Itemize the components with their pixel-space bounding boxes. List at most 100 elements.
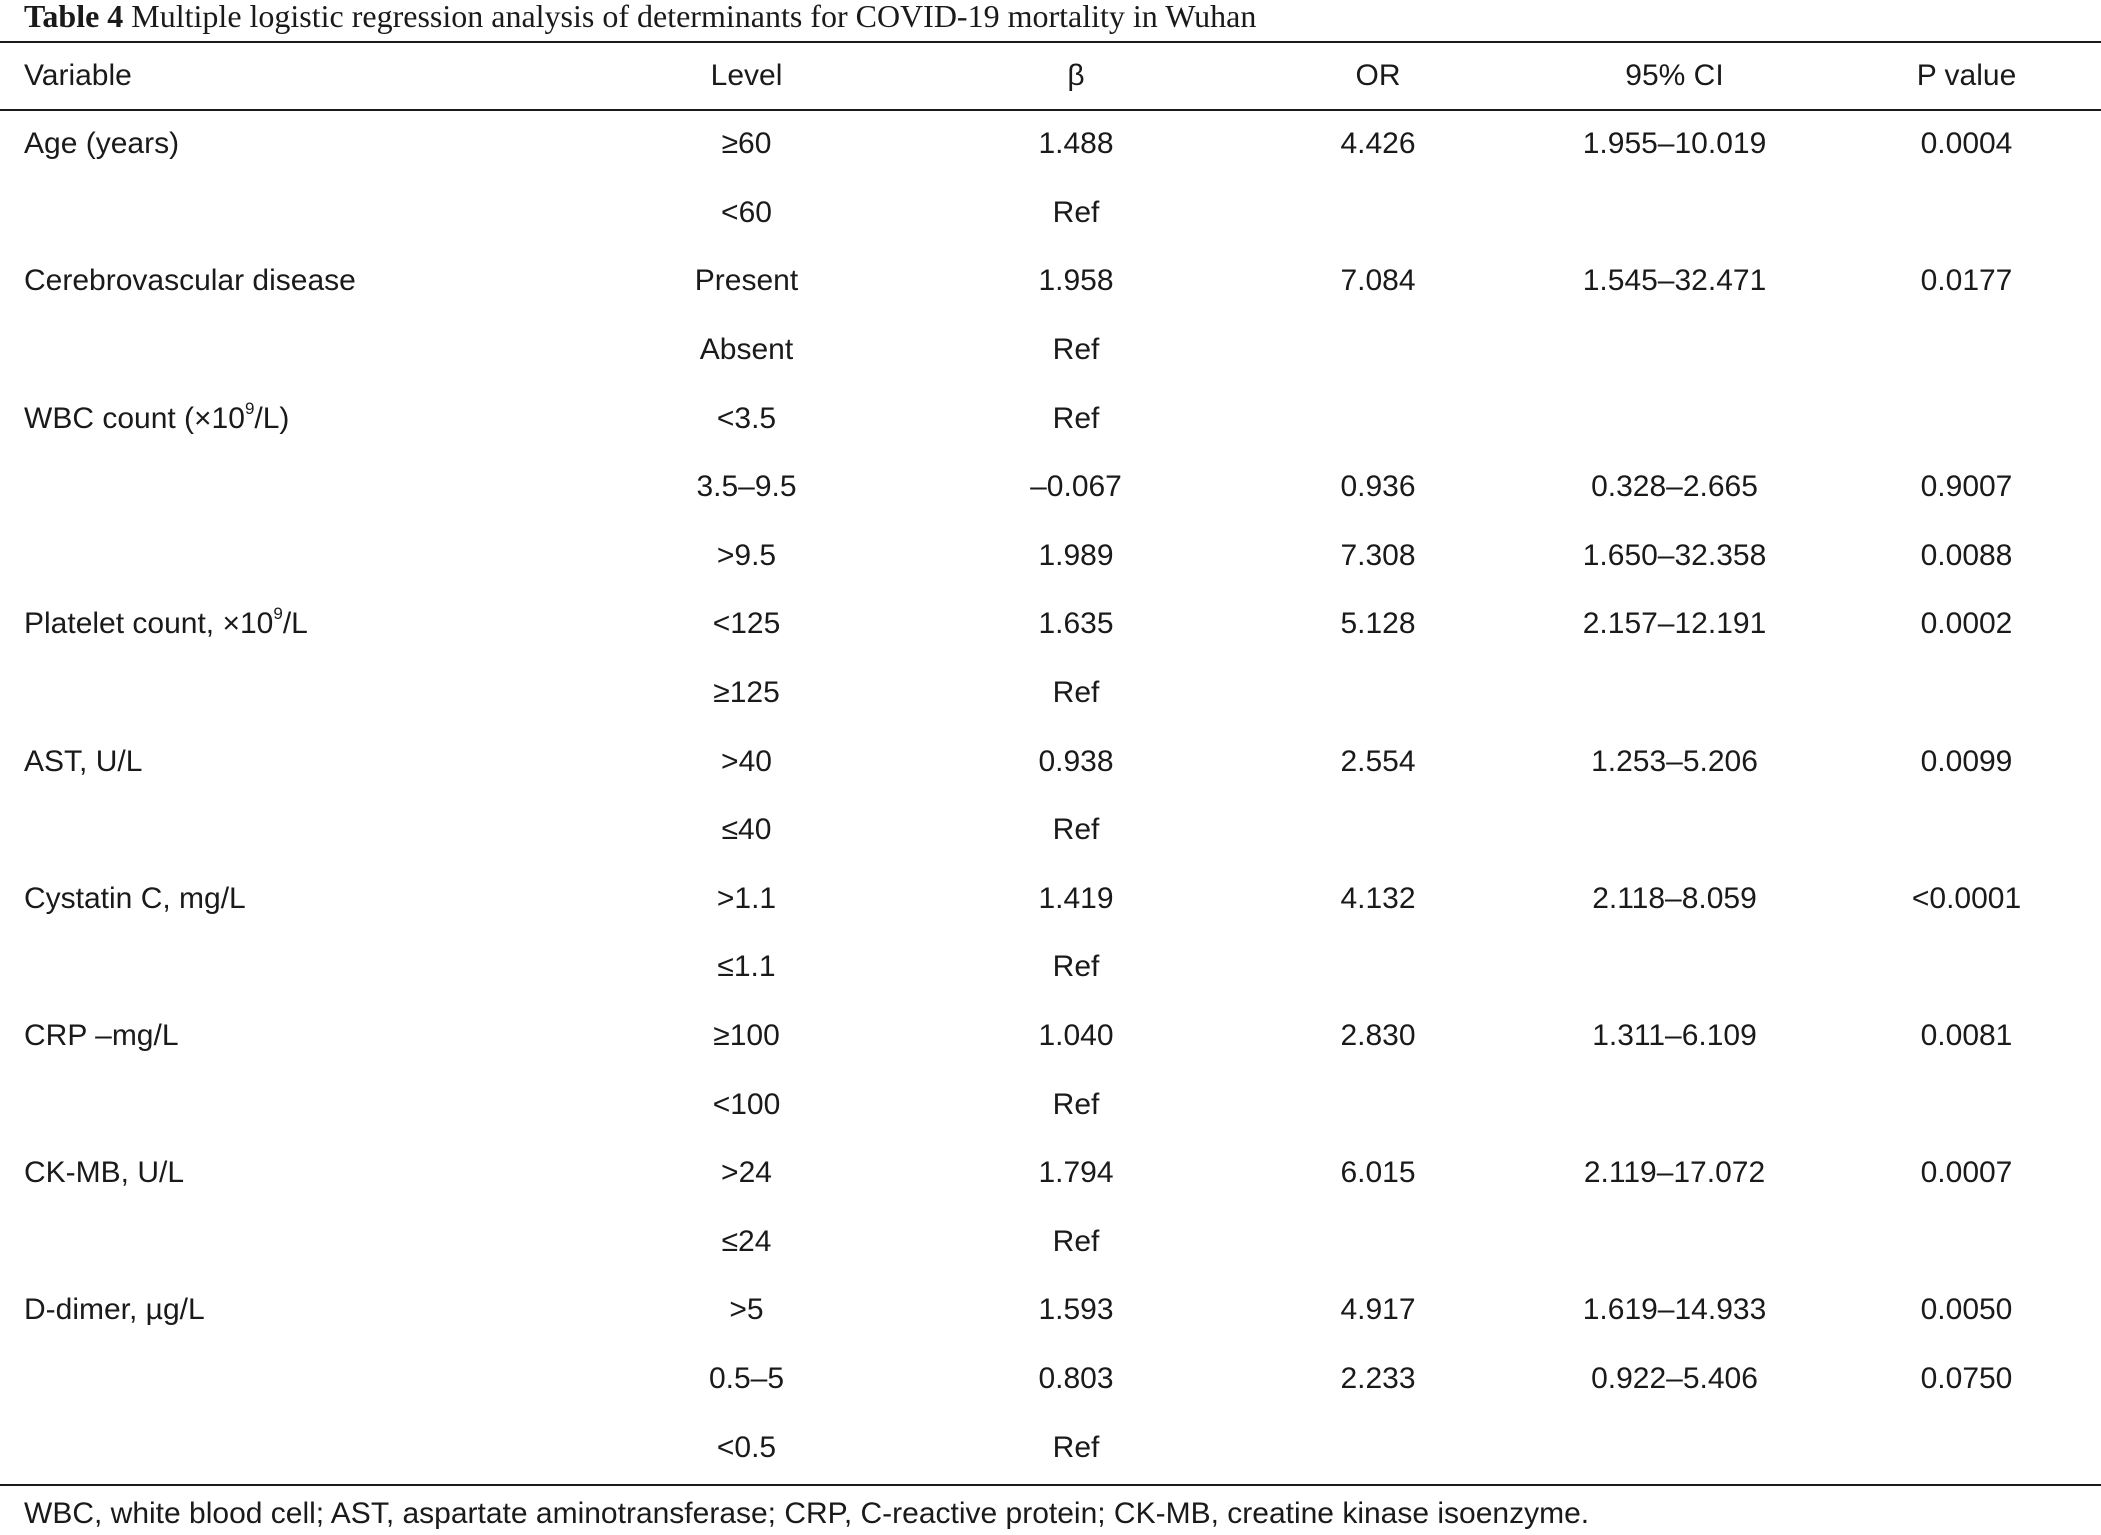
table-label: Table 4	[24, 0, 124, 34]
cell-variable	[0, 659, 580, 728]
cell-or	[1239, 796, 1517, 865]
cell-level: >5	[729, 1293, 764, 1327]
table-row: <0.5 Ref	[0, 1413, 2101, 1482]
cell-p-value: 0.0177	[1920, 264, 2013, 298]
table-row: ≤1.1 Ref	[0, 933, 2101, 1002]
table-row: CK-MB, U/L >24 1.794 6.015 2.119–17.072 0.000…	[0, 1139, 2101, 1208]
table-row: CRP –mg/L ≥100 1.040 2.830 1.311–6.109 0.0081	[0, 1002, 2101, 1071]
cell-beta: 1.593	[1038, 1293, 1114, 1327]
cell-level: >40	[721, 744, 772, 778]
cell-ci	[1517, 1413, 1832, 1482]
cell-p-value: 0.9007	[1920, 470, 2013, 504]
cell-or: 4.132	[1340, 881, 1416, 915]
cell-p-value: 0.0750	[1920, 1361, 2013, 1395]
cell-or	[1239, 179, 1517, 248]
table-row: 3.5–9.5 –0.067 0.936 0.328–2.665 0.9007	[0, 453, 2101, 522]
cell-level: <3.5	[716, 401, 777, 435]
bottom-rule	[0, 1484, 2101, 1486]
cell-p-value	[1832, 796, 2101, 865]
cell-beta: 1.635	[1038, 607, 1114, 641]
cell-or: 4.426	[1340, 127, 1416, 161]
cell-ci: 2.157–12.191	[1582, 607, 1767, 641]
table-row: Cystatin C, mg/L >1.1 1.419 4.132 2.118–8.05…	[0, 865, 2101, 934]
cell-level: <100	[712, 1087, 781, 1121]
cell-variable: CK-MB, U/L	[0, 1139, 580, 1208]
cell-p-value: 0.0004	[1920, 127, 2013, 161]
cell-variable	[0, 1070, 580, 1139]
table-row: D-dimer, µg/L >5 1.593 4.917 1.619–14.933 0.0…	[0, 1276, 2101, 1345]
cell-ci: 0.328–2.665	[1591, 470, 1758, 504]
cell-variable	[0, 453, 580, 522]
cell-or: 7.308	[1340, 538, 1416, 572]
variable-suffix: /L	[282, 607, 308, 641]
variable-superscript: 9	[273, 604, 283, 624]
cell-variable: Cystatin C, mg/L	[0, 865, 580, 934]
cell-or: 4.917	[1340, 1293, 1416, 1327]
table-row: Absent Ref	[0, 316, 2101, 385]
cell-level: <0.5	[716, 1430, 777, 1464]
cell-ci: 1.650–32.358	[1582, 538, 1767, 572]
table-row: Cerebrovascular disease Present 1.958 7.084…	[0, 247, 2101, 316]
cell-variable	[0, 933, 580, 1002]
cell-or: 2.830	[1340, 1019, 1416, 1053]
cell-variable: WBC count (×109/L)	[0, 384, 580, 453]
cell-beta: Ref	[1052, 401, 1100, 435]
cell-beta: Ref	[1052, 195, 1100, 229]
table-row: 0.5–5 0.803 2.233 0.922–5.406 0.0750	[0, 1345, 2101, 1414]
cell-p-value: 0.0002	[1920, 607, 2013, 641]
cell-p-value	[1832, 384, 2101, 453]
cell-beta: 0.938	[1038, 744, 1114, 778]
cell-level: ≥100	[713, 1019, 780, 1053]
cell-p-value	[1832, 179, 2101, 248]
variable-text: AST, U/L	[24, 744, 143, 778]
cell-beta: Ref	[1052, 1087, 1100, 1121]
table-row: >9.5 1.989 7.308 1.650–32.358 0.0088	[0, 522, 2101, 591]
cell-beta: Ref	[1052, 333, 1100, 367]
cell-level: ≤40	[721, 813, 772, 847]
cell-or: 2.233	[1340, 1361, 1416, 1395]
cell-p-value	[1832, 1208, 2101, 1277]
cell-level: 3.5–9.5	[696, 470, 797, 504]
header-level: Level	[710, 59, 783, 92]
variable-text: D-dimer, µg/L	[24, 1293, 205, 1327]
variable-text: Age (years)	[24, 127, 180, 161]
cell-p-value: 0.0081	[1920, 1019, 2013, 1053]
cell-or: 2.554	[1340, 744, 1416, 778]
cell-variable	[0, 1208, 580, 1277]
cell-beta: 1.040	[1038, 1019, 1114, 1053]
cell-or	[1239, 933, 1517, 1002]
table-row: WBC count (×109/L) <3.5 Ref	[0, 384, 2101, 453]
cell-level: >24	[721, 1156, 772, 1190]
top-rule	[0, 41, 2101, 43]
cell-variable	[0, 316, 580, 385]
table-footnote: WBC, white blood cell; AST, aspartate am…	[24, 1497, 1590, 1530]
cell-ci	[1517, 659, 1832, 728]
header-p-value: P value	[1916, 59, 2017, 92]
cell-ci	[1517, 384, 1832, 453]
cell-beta: 1.958	[1038, 264, 1114, 298]
cell-ci: 0.922–5.406	[1591, 1361, 1758, 1395]
variable-text: CRP –mg/L	[24, 1019, 179, 1053]
cell-variable	[0, 522, 580, 591]
cell-variable: Cerebrovascular disease	[0, 247, 580, 316]
cell-beta: Ref	[1052, 676, 1100, 710]
cell-beta: 0.803	[1038, 1361, 1114, 1395]
cell-ci: 1.253–5.206	[1591, 744, 1758, 778]
cell-or	[1239, 1208, 1517, 1277]
cell-level: ≥125	[713, 676, 780, 710]
cell-p-value: <0.0001	[1911, 881, 2022, 915]
cell-ci: 1.311–6.109	[1592, 1019, 1757, 1053]
header-variable: Variable	[24, 59, 132, 92]
cell-beta: –0.067	[1030, 470, 1122, 504]
cell-beta: Ref	[1052, 813, 1100, 847]
cell-or: 0.936	[1340, 470, 1416, 504]
cell-p-value	[1832, 659, 2101, 728]
cell-level: 0.5–5	[708, 1361, 785, 1395]
header-ci: 95% CI	[1625, 59, 1724, 92]
table-row: Age (years) ≥60 1.488 4.426 1.955–10.019 0.00…	[0, 110, 2101, 179]
header-beta: β	[1067, 59, 1085, 92]
table-row: <60 Ref	[0, 179, 2101, 248]
cell-ci	[1517, 796, 1832, 865]
cell-ci	[1517, 1070, 1832, 1139]
